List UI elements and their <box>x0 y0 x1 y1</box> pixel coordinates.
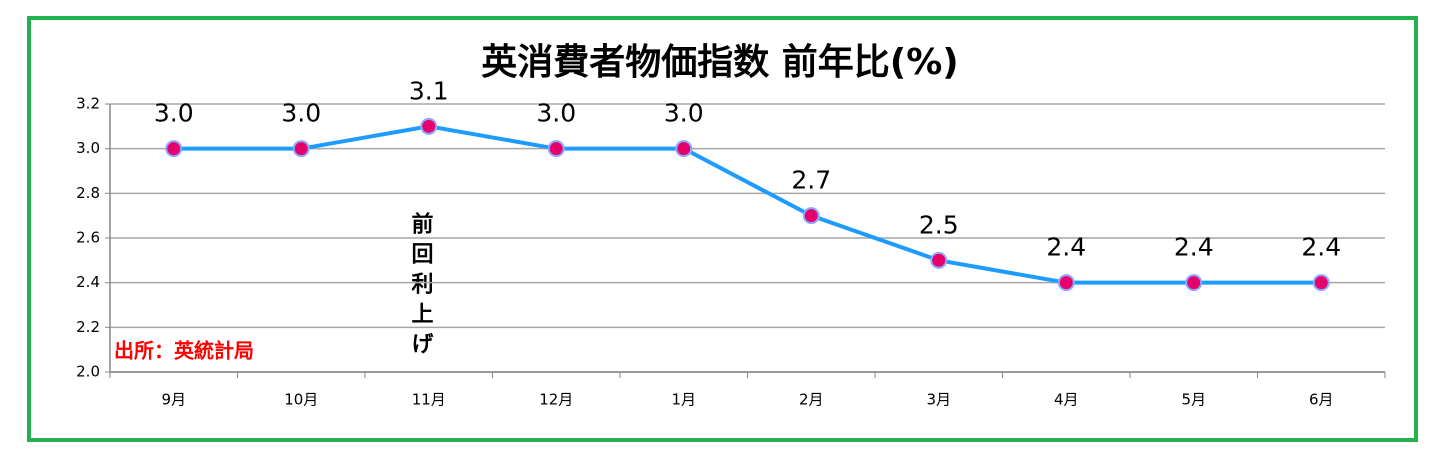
value-label: 2.4 <box>1301 233 1341 262</box>
data-point <box>292 140 310 158</box>
x-tick-label: 9月 <box>161 391 186 409</box>
value-label: 3.0 <box>281 99 321 128</box>
y-tick-label: 3.0 <box>76 139 100 157</box>
x-tick-label: 12月 <box>539 391 573 409</box>
data-line <box>173 124 1322 285</box>
y-tick-label: 2.6 <box>76 229 100 247</box>
chart-frame <box>27 16 1418 442</box>
data-point <box>802 207 820 225</box>
value-label: 3.0 <box>536 99 576 128</box>
value-label: 2.4 <box>1174 233 1214 262</box>
x-tick-label: 10月 <box>284 391 318 409</box>
x-tick-label: 2月 <box>799 391 824 409</box>
value-label: 2.7 <box>791 166 831 195</box>
value-label: 3.0 <box>154 99 194 128</box>
x-tick-label: 1月 <box>671 391 696 409</box>
y-tick-label: 2.8 <box>76 184 100 202</box>
x-tick-label: 3月 <box>926 391 951 409</box>
data-point <box>165 140 183 158</box>
x-tick-label: 4月 <box>1054 391 1079 409</box>
data-point <box>1185 274 1203 292</box>
x-tick-label: 6月 <box>1309 391 1334 409</box>
y-tick-label: 2.2 <box>76 318 100 336</box>
chart-title: 英消費者物価指数 前年比(%) <box>481 42 959 83</box>
data-point <box>547 140 565 158</box>
x-tick-label: 5月 <box>1181 391 1206 409</box>
data-point <box>1057 274 1075 292</box>
value-label: 2.5 <box>919 210 959 239</box>
y-tick-label: 3.2 <box>76 95 100 113</box>
data-point <box>1312 274 1330 292</box>
value-label: 3.1 <box>409 76 449 105</box>
data-point <box>420 117 438 135</box>
value-label: 3.0 <box>664 99 704 128</box>
source-note: 出所：英統計局 <box>114 339 254 363</box>
x-tick-label: 11月 <box>412 391 446 409</box>
value-label: 2.4 <box>1046 233 1086 262</box>
y-tick-label: 2.4 <box>76 273 100 291</box>
data-point <box>930 251 948 269</box>
annotation: 前回利上げ <box>408 211 434 362</box>
y-tick-label: 2.0 <box>76 363 100 381</box>
data-point <box>675 140 693 158</box>
